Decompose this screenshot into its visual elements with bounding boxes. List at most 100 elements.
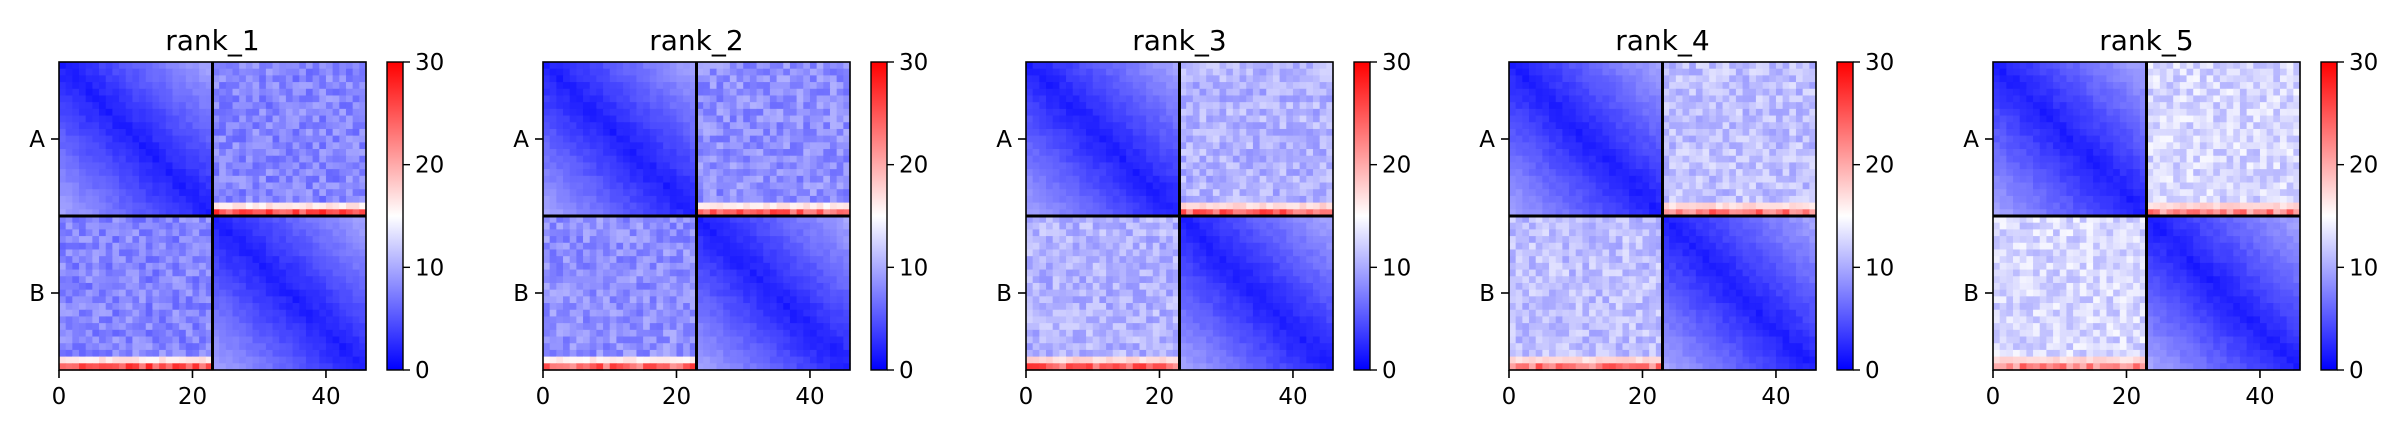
heatmap-cell (636, 176, 643, 183)
heatmap-cell (837, 109, 844, 116)
heatmap-cell (66, 236, 73, 243)
heatmap-cell (1066, 129, 1073, 136)
heatmap-cell (1086, 69, 1093, 76)
heatmap-cell (1306, 116, 1313, 123)
heatmap-cell (159, 243, 166, 250)
heatmap-cell (266, 62, 273, 69)
heatmap-cell (1226, 95, 1233, 102)
heatmap-cell (676, 142, 683, 149)
heatmap-cell (703, 102, 710, 109)
heatmap-cell (159, 256, 166, 263)
heatmap-cell (139, 270, 146, 277)
heatmap-cell (770, 136, 777, 143)
heatmap-cell (777, 169, 784, 176)
heatmap-cell (777, 142, 784, 149)
heatmap-cell (1186, 136, 1193, 143)
heatmap-cell (333, 62, 340, 69)
heatmap-cell (797, 357, 804, 364)
heatmap-cell (293, 316, 300, 323)
heatmap-cell (293, 236, 300, 243)
heatmap-cell (353, 189, 360, 196)
heatmap-cell (219, 203, 226, 210)
heatmap-cell (550, 203, 557, 210)
heatmap-cell (253, 109, 260, 116)
heatmap-cell (346, 95, 353, 102)
heatmap-cell (172, 330, 179, 337)
heatmap-cell (199, 357, 206, 364)
heatmap-cell (1253, 62, 1260, 69)
heatmap-cell (313, 316, 320, 323)
heatmap-cell (750, 337, 757, 344)
heatmap-cell (293, 276, 300, 283)
heatmap-cell (650, 236, 657, 243)
heatmap-cell (643, 109, 650, 116)
heatmap-cell (777, 156, 784, 163)
heatmap-cell (656, 109, 663, 116)
heatmap-cell (1206, 156, 1213, 163)
heatmap-cell (286, 276, 293, 283)
heatmap-cell (1086, 95, 1093, 102)
heatmap-cell (279, 196, 286, 203)
heatmap-cell (663, 102, 670, 109)
heatmap-cell (146, 129, 153, 136)
heatmap-cell (757, 223, 764, 230)
heatmap-cell (636, 310, 643, 317)
heatmap-cell (717, 330, 724, 337)
heatmap-cell (226, 62, 233, 69)
heatmap-cell (219, 270, 226, 277)
heatmap-cell (279, 82, 286, 89)
heatmap-cell (353, 249, 360, 256)
heatmap-cell (770, 82, 777, 89)
heatmap-cell (656, 102, 663, 109)
heatmap-cell (346, 129, 353, 136)
heatmap-cell (119, 129, 126, 136)
heatmap-cell (139, 169, 146, 176)
heatmap-cell (313, 203, 320, 210)
heatmap-cell (810, 149, 817, 156)
heatmap-cell (676, 95, 683, 102)
heatmap-cell (179, 82, 186, 89)
heatmap-cell (286, 310, 293, 317)
heatmap-cell (106, 263, 113, 270)
heatmap-cell (750, 136, 757, 143)
heatmap-cell (1213, 62, 1220, 69)
heatmap-cell (717, 156, 724, 163)
heatmap-cell (783, 142, 790, 149)
heatmap-cell (596, 183, 603, 190)
heatmap-cell (1026, 142, 1033, 149)
heatmap-cell (670, 109, 677, 116)
heatmap-cell (790, 270, 797, 277)
heatmap-cell (730, 316, 737, 323)
heatmap-cell (810, 310, 817, 317)
heatmap-cell (777, 343, 784, 350)
heatmap-cell (790, 95, 797, 102)
heatmap-cell (353, 129, 360, 136)
heatmap-cell (623, 323, 630, 330)
heatmap-cell (750, 236, 757, 243)
heatmap-cell (166, 203, 173, 210)
heatmap-cell (590, 330, 597, 337)
heatmap-cell (86, 290, 93, 297)
heatmap-cell (797, 296, 804, 303)
heatmap-cell (556, 116, 563, 123)
heatmap-cell (346, 330, 353, 337)
heatmap-cell (99, 95, 106, 102)
heatmap-cell (1133, 149, 1140, 156)
heatmap-cell (610, 229, 617, 236)
heatmap-cell (1079, 95, 1086, 102)
heatmap-cell (299, 196, 306, 203)
heatmap-cell (743, 189, 750, 196)
heatmap-cell (286, 343, 293, 350)
heatmap-cell (750, 189, 757, 196)
heatmap-cell (1046, 89, 1053, 96)
heatmap-cell (186, 62, 193, 69)
heatmap-cell (1226, 89, 1233, 96)
heatmap-cell (1280, 89, 1287, 96)
heatmap-cell (563, 142, 570, 149)
heatmap-cell (616, 337, 623, 344)
heatmap-cell (1133, 75, 1140, 82)
heatmap-cell (1073, 69, 1080, 76)
heatmap-cell (132, 283, 139, 290)
heatmap-cell (132, 290, 139, 297)
heatmap-cell (346, 89, 353, 96)
